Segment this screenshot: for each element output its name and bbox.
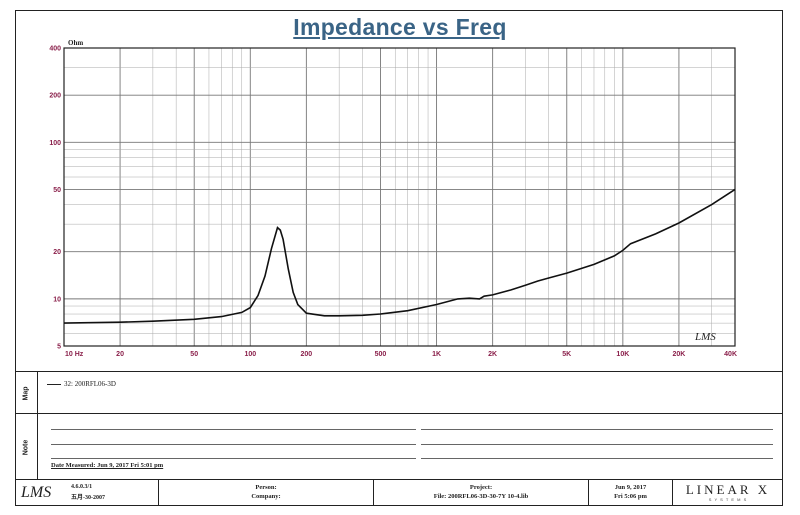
impedance-chart: 10 Hz 20 50 100 200 500 1K 2K 5K 10K 20K 40K 400 200 1… bbox=[49, 39, 737, 359]
linearx-logo: LINEAR X bbox=[685, 482, 771, 497]
linearx-sub: S Y S T E M S bbox=[708, 497, 748, 502]
y-tick-label: 20 bbox=[53, 249, 61, 256]
lms-logo: LMS bbox=[21, 484, 52, 501]
tick-labels: 10 Hz 20 50 100 200 500 1K 2K 5K 10K 20K 40K 400 200 1… bbox=[49, 46, 737, 359]
note-line bbox=[51, 429, 416, 430]
x-tick-label: 20 bbox=[116, 351, 124, 358]
note-line bbox=[421, 444, 773, 445]
legend-entry: 32: 200RFL06-3D bbox=[47, 380, 116, 388]
x-tick-label: 10 Hz bbox=[65, 351, 84, 358]
note-side-label: Note bbox=[15, 414, 38, 480]
x-tick-label: 40K bbox=[724, 351, 737, 358]
date-measured: Date Measured: Jun 9, 2017 Fri 5:01 pm bbox=[51, 462, 164, 469]
y-tick-label: 10 bbox=[53, 296, 61, 303]
footer-date: Jun 9, 2017 bbox=[614, 484, 647, 491]
y-tick-label: 50 bbox=[53, 187, 61, 194]
footer-time: Fri 5:06 pm bbox=[614, 493, 647, 500]
file-name: File: 200RFL06-3D-30-7Y 10-4.lib bbox=[433, 493, 529, 500]
version: 4.6.0.3/1 bbox=[71, 484, 93, 490]
x-tick-label: 1K bbox=[432, 351, 441, 358]
report-frame bbox=[15, 10, 783, 506]
x-tick-label: 20K bbox=[673, 351, 686, 358]
person-cell: Person: Company: bbox=[158, 480, 373, 506]
grid bbox=[63, 47, 736, 347]
x-tick-label: 100 bbox=[244, 351, 256, 358]
note-panel: Note Date Measured: Jun 9, 2017 Fri 5:01… bbox=[15, 413, 783, 480]
version-block: 4.6.0.3/1 五月-30-2007 bbox=[71, 484, 105, 501]
x-tick-label: 5K bbox=[562, 351, 571, 358]
x-tick-label: 50 bbox=[190, 351, 198, 358]
project-cell: Project: File: 200RFL06-3D-30-7Y 10-4.li… bbox=[373, 480, 588, 506]
map-panel: Map 32: 200RFL06-3D bbox=[15, 371, 783, 414]
person-label: Person: bbox=[255, 484, 277, 491]
x-tick-label: 2K bbox=[488, 351, 497, 358]
impedance-series-line bbox=[63, 188, 736, 324]
x-tick-label: 200 bbox=[301, 351, 313, 358]
y-unit-label: Ohm bbox=[68, 39, 83, 47]
legend-label: 32: 200RFL06-3D bbox=[64, 380, 116, 388]
plot-area bbox=[63, 47, 736, 347]
version-date: 五月-30-2007 bbox=[71, 495, 105, 501]
y-tick-label: 400 bbox=[49, 46, 61, 53]
legend-line-swatch bbox=[47, 383, 61, 385]
lms-watermark: LMS bbox=[694, 331, 716, 343]
company-label: Company: bbox=[251, 493, 281, 500]
footer-panel: LMS 4.6.0.3/1 五月-30-2007 Person: Company… bbox=[15, 479, 783, 506]
chart-title: Impedance vs Freq bbox=[293, 14, 507, 40]
note-line bbox=[421, 429, 773, 430]
brand-cell: LINEAR X S Y S T E M S bbox=[672, 480, 783, 506]
x-tick-label: 10K bbox=[616, 351, 629, 358]
y-tick-label: 200 bbox=[49, 93, 61, 100]
note-line bbox=[51, 458, 416, 459]
datetime-cell: Jun 9, 2017 Fri 5:06 pm bbox=[588, 480, 672, 506]
y-tick-label: 100 bbox=[49, 140, 61, 147]
note-line bbox=[421, 458, 773, 459]
x-tick-label: 500 bbox=[375, 351, 387, 358]
project-label: Project: bbox=[469, 484, 493, 491]
y-tick-label: 5 bbox=[57, 344, 61, 351]
note-line bbox=[51, 444, 416, 445]
map-side-label: Map bbox=[15, 372, 38, 414]
